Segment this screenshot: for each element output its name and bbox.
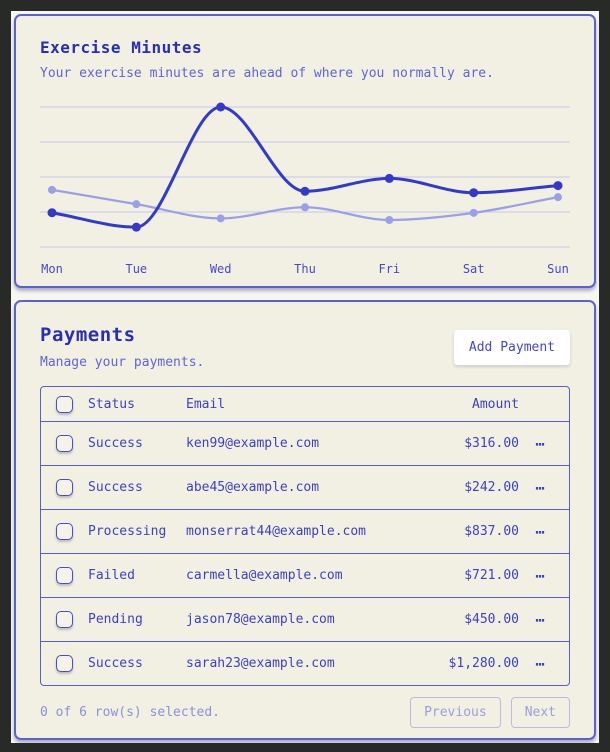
payments-card: Payments Manage your payments. Add Payme… <box>14 300 596 740</box>
row-actions-menu-icon[interactable]: ⋯ <box>529 607 550 633</box>
row-checkbox[interactable] <box>56 523 73 540</box>
row-actions-menu-icon[interactable]: ⋯ <box>529 519 550 545</box>
exercise-card-subtitle: Your exercise minutes are ahead of where… <box>40 66 494 81</box>
select-all-checkbox[interactable] <box>56 395 73 413</box>
payments-title-block: Payments Manage your payments. <box>40 324 204 370</box>
amount-cell: $721.00 <box>464 568 519 583</box>
svg-text:Sat: Sat <box>463 262 485 276</box>
exercise-card-title: Exercise Minutes <box>40 38 203 57</box>
email-cell: jason78@example.com <box>186 612 335 627</box>
table-row: Success sarah23@example.com $1,280.00 ⋯ <box>41 641 569 685</box>
payments-header: Payments Manage your payments. Add Payme… <box>40 324 570 370</box>
add-payment-button[interactable]: Add Payment <box>453 330 570 365</box>
payments-card-title: Payments <box>40 324 136 346</box>
amount-cell: $242.00 <box>464 480 519 495</box>
previous-page-button[interactable]: Previous <box>410 697 501 728</box>
amount-cell: $316.00 <box>464 436 519 451</box>
svg-text:Fri: Fri <box>378 262 400 276</box>
exercise-minutes-card: Exercise Minutes Your exercise minutes a… <box>14 14 596 288</box>
table-row: Processing monserrat44@example.com $837.… <box>41 509 569 553</box>
row-actions-menu-icon[interactable]: ⋯ <box>529 475 550 501</box>
table-row: Success abe45@example.com $242.00 ⋯ <box>41 465 569 509</box>
row-checkbox[interactable] <box>56 655 73 672</box>
row-actions-menu-icon[interactable]: ⋯ <box>529 563 550 589</box>
status-cell: Success <box>88 656 143 671</box>
dashboard-page: Exercise Minutes Your exercise minutes a… <box>11 11 599 743</box>
row-checkbox[interactable] <box>56 435 73 452</box>
amount-cell: $450.00 <box>464 612 519 627</box>
table-row: Failed carmella@example.com $721.00 ⋯ <box>41 553 569 597</box>
row-checkbox[interactable] <box>56 611 73 628</box>
email-cell: ken99@example.com <box>186 436 320 451</box>
column-header-amount: Amount <box>472 396 519 412</box>
svg-text:Mon: Mon <box>41 262 63 276</box>
chart-container: Mon Tue Wed Thu Fri Sat Sun <box>40 99 570 283</box>
email-cell: abe45@example.com <box>186 480 320 495</box>
selection-status-text: 0 of 6 row(s) selected. <box>40 705 221 720</box>
svg-text:Thu: Thu <box>294 262 316 276</box>
email-cell: carmella@example.com <box>186 568 343 583</box>
status-cell: Success <box>88 436 143 451</box>
row-checkbox[interactable] <box>56 479 73 496</box>
table-row: Success ken99@example.com $316.00 ⋯ <box>41 421 569 465</box>
email-cell: sarah23@example.com <box>186 656 335 671</box>
amount-cell: $837.00 <box>464 524 519 539</box>
table-header-row: Status Email Amount <box>41 387 569 421</box>
pagination: Previous Next <box>410 697 570 728</box>
payments-table: Status Email Amount Success ken99@exampl… <box>40 386 570 686</box>
status-cell: Success <box>88 480 143 495</box>
svg-text:Sun: Sun <box>547 262 569 276</box>
table-row: Pending jason78@example.com $450.00 ⋯ <box>41 597 569 641</box>
next-page-button[interactable]: Next <box>510 697 570 728</box>
row-actions-menu-icon[interactable]: ⋯ <box>529 431 550 457</box>
email-cell: monserrat44@example.com <box>186 524 367 539</box>
amount-cell: $1,280.00 <box>448 656 519 671</box>
row-actions-menu-icon[interactable]: ⋯ <box>529 651 550 677</box>
status-cell: Pending <box>88 612 143 627</box>
row-checkbox[interactable] <box>56 567 73 584</box>
svg-text:Tue: Tue <box>125 262 147 276</box>
svg-text:Wed: Wed <box>210 262 232 276</box>
exercise-chart: Mon Tue Wed Thu Fri Sat Sun <box>40 102 570 276</box>
column-header-email: Email <box>186 396 226 412</box>
status-cell: Failed <box>88 568 135 583</box>
payments-card-subtitle: Manage your payments. <box>40 355 205 370</box>
column-header-status: Status <box>88 396 135 412</box>
status-cell: Processing <box>88 524 167 539</box>
table-footer: 0 of 6 row(s) selected. Previous Next <box>40 697 570 728</box>
